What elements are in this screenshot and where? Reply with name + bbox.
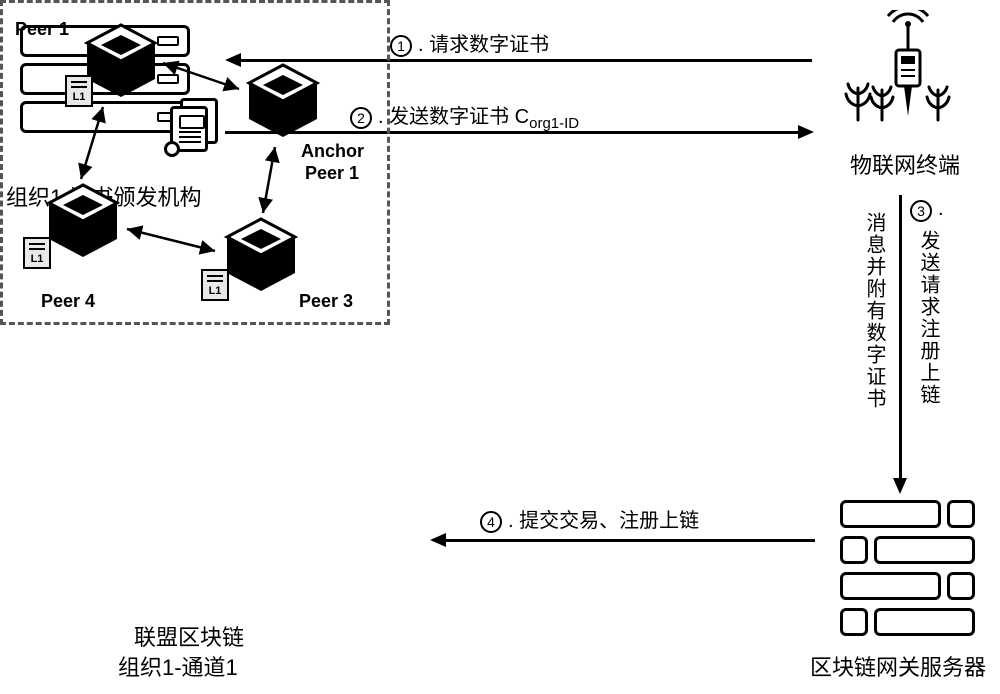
- peer4-label: Peer 4: [41, 291, 95, 312]
- peer4-cube: [43, 181, 123, 261]
- gateway-label: 区块链网关服务器: [810, 650, 986, 682]
- arrow-step3: [899, 195, 902, 480]
- peer1-ledger: L1: [65, 75, 93, 107]
- blockchain-box: L1 Peer 1 Anchor Peer 1 L1 Peer 4 L1 Pee…: [0, 0, 390, 325]
- step3-line1: 发送请求注册上链: [914, 230, 943, 406]
- step4-label: 4. 提交交易、注册上链: [480, 504, 699, 533]
- anchor-label-2: Peer 1: [305, 163, 359, 184]
- anchor-label-1: Anchor: [301, 141, 364, 162]
- arrow-step3-head: [893, 478, 907, 494]
- step3-line2: 消息并附有数字证书: [860, 212, 889, 410]
- peer4-ledger: L1: [23, 237, 51, 269]
- arrow-step4-head: [430, 533, 446, 547]
- iot-label: 物联网终端: [850, 148, 960, 180]
- peer3-cube: [221, 215, 301, 295]
- peer3-ledger: L1: [201, 269, 229, 301]
- iot-terminal-icon: [838, 10, 958, 130]
- arrow-step4: [445, 539, 815, 542]
- chain-title2: 组织1-通道1: [118, 650, 238, 682]
- gateway-icon: [840, 500, 975, 636]
- step1-label: 1. 请求数字证书: [390, 28, 549, 57]
- anchor-peer-cube: [243, 61, 323, 141]
- peer1-cube: [81, 21, 161, 101]
- chain-title1: 联盟区块链: [134, 620, 244, 652]
- step3-num: 3.: [910, 198, 944, 222]
- arrow-step2-head: [798, 125, 814, 139]
- peer1-label: Peer 1: [15, 19, 69, 40]
- peer3-label: Peer 3: [299, 291, 353, 312]
